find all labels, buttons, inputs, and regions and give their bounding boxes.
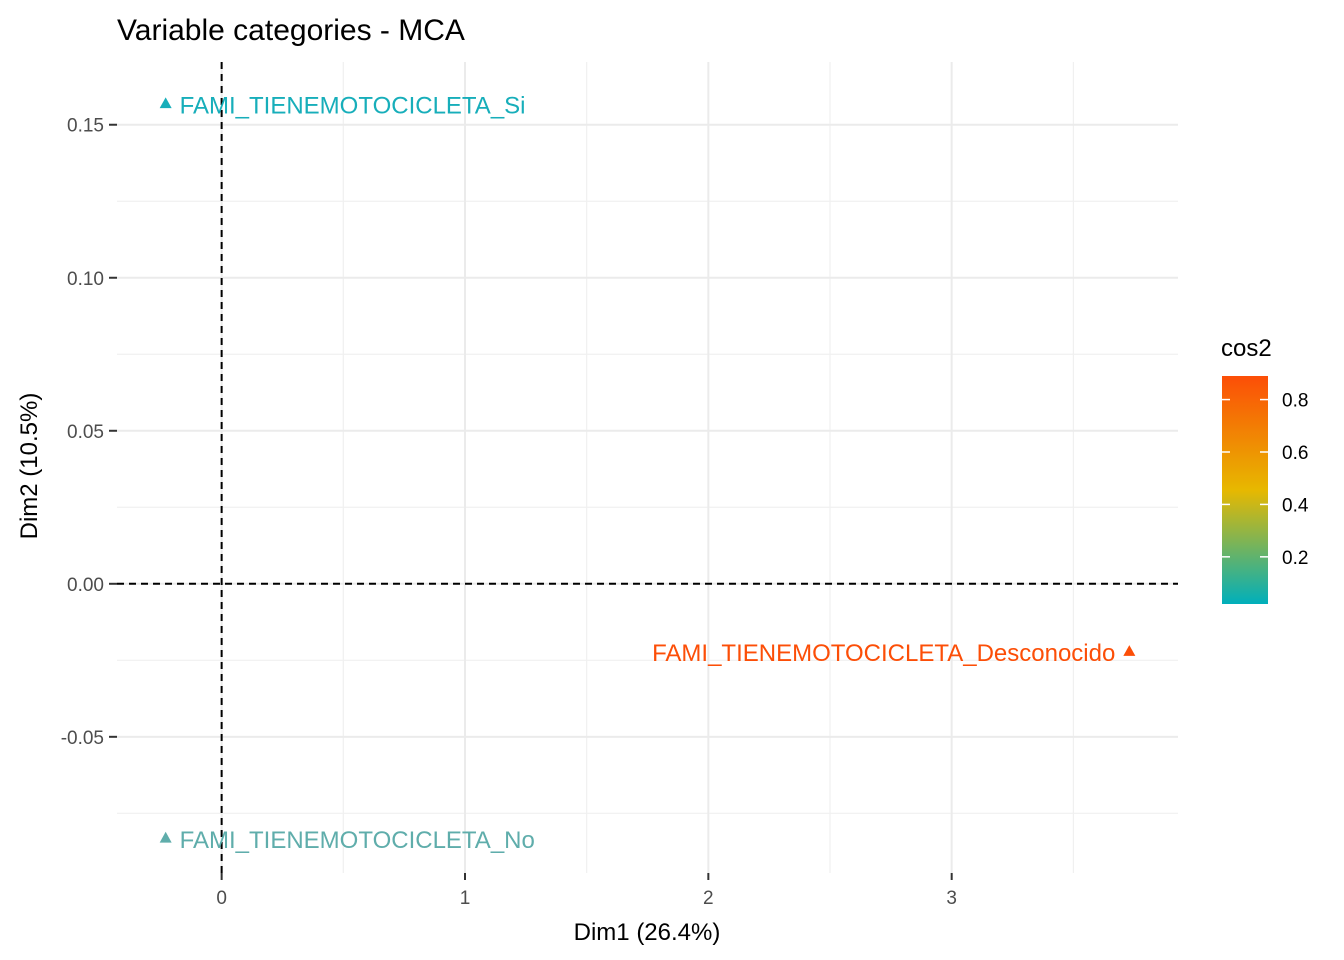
point-marker	[1123, 645, 1136, 656]
x-tick-label: 3	[946, 888, 957, 909]
point-label: FAMI_TIENEMOTOCICLETA_Desconocido	[652, 640, 1115, 667]
chart-title: Variable categories - MCA	[117, 14, 465, 47]
y-axis: -0.05 0.00 0.05 0.10 0.15	[61, 116, 117, 749]
y-tick-label: 0.15	[67, 116, 104, 137]
point-label: FAMI_TIENEMOTOCICLETA_No	[180, 827, 535, 854]
x-tick-label: 2	[703, 888, 714, 909]
major-gridlines	[117, 62, 1178, 873]
x-tick-label: 1	[460, 888, 471, 909]
y-tick-label: 0.00	[67, 575, 104, 596]
legend-tick-label: 0.8	[1282, 391, 1308, 412]
legend-ticks: 0.2 0.4 0.6 0.8	[1222, 391, 1309, 569]
y-tick-label: 0.05	[67, 422, 104, 443]
point-label: FAMI_TIENEMOTOCICLETA_Si	[180, 92, 526, 119]
point-marker	[159, 831, 172, 843]
y-axis-title: Dim2 (10.5%)	[16, 393, 43, 540]
x-tick-label: 0	[216, 888, 227, 909]
legend-tick-label: 0.4	[1282, 495, 1309, 516]
legend-colorbar	[1222, 376, 1268, 604]
reference-lines	[117, 62, 1178, 873]
x-axis-title: Dim1 (26.4%)	[574, 919, 721, 946]
minor-gridlines	[117, 62, 1178, 873]
legend-title: cos2	[1221, 335, 1272, 362]
legend-tick-label: 0.6	[1282, 443, 1308, 464]
data-points: FAMI_TIENEMOTOCICLETA_Si FAMI_TIENEMOTOCI…	[159, 92, 1136, 854]
plot-panel: FAMI_TIENEMOTOCICLETA_Si FAMI_TIENEMOTOCI…	[117, 62, 1178, 873]
y-tick-label: -0.05	[61, 728, 104, 749]
legend-tick-label: 0.2	[1282, 548, 1308, 569]
y-tick-label: 0.10	[67, 269, 104, 290]
cos2-legend: cos2 0.2 0.4 0.6 0.8	[1221, 335, 1309, 604]
point-marker	[159, 97, 172, 109]
x-axis: 0 1 2 3	[216, 873, 957, 909]
